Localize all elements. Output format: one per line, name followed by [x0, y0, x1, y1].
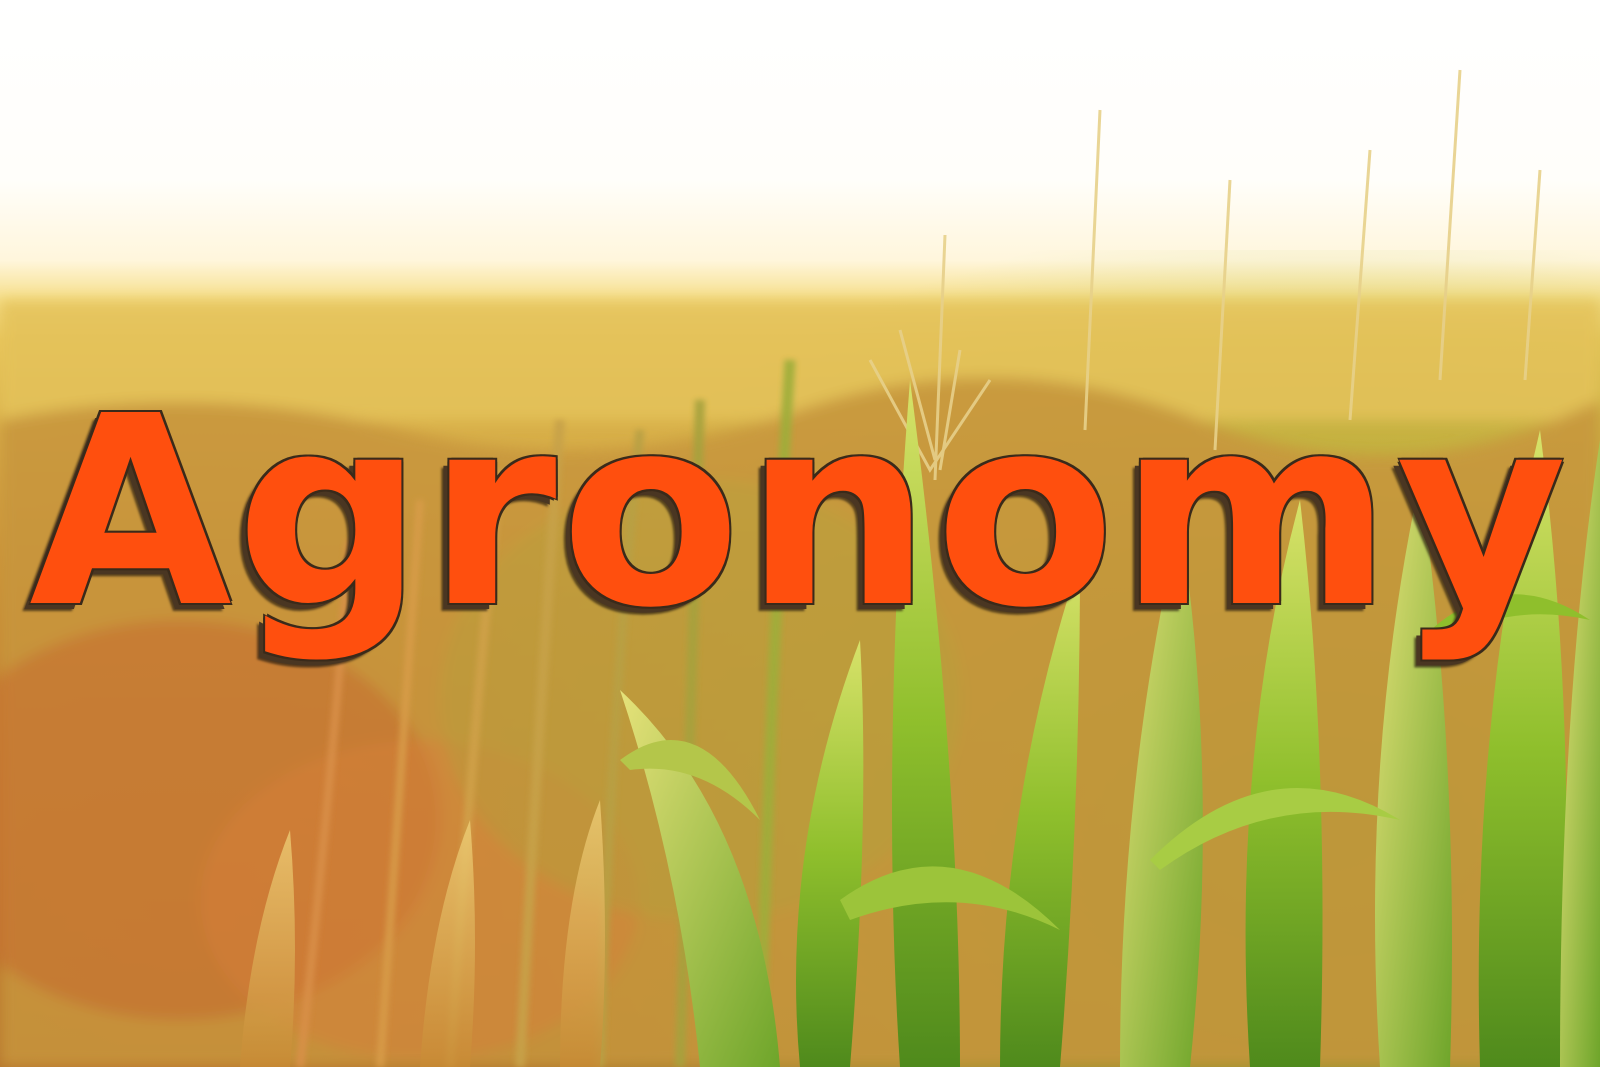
- agronomy-title: Agronomy: [29, 360, 1571, 665]
